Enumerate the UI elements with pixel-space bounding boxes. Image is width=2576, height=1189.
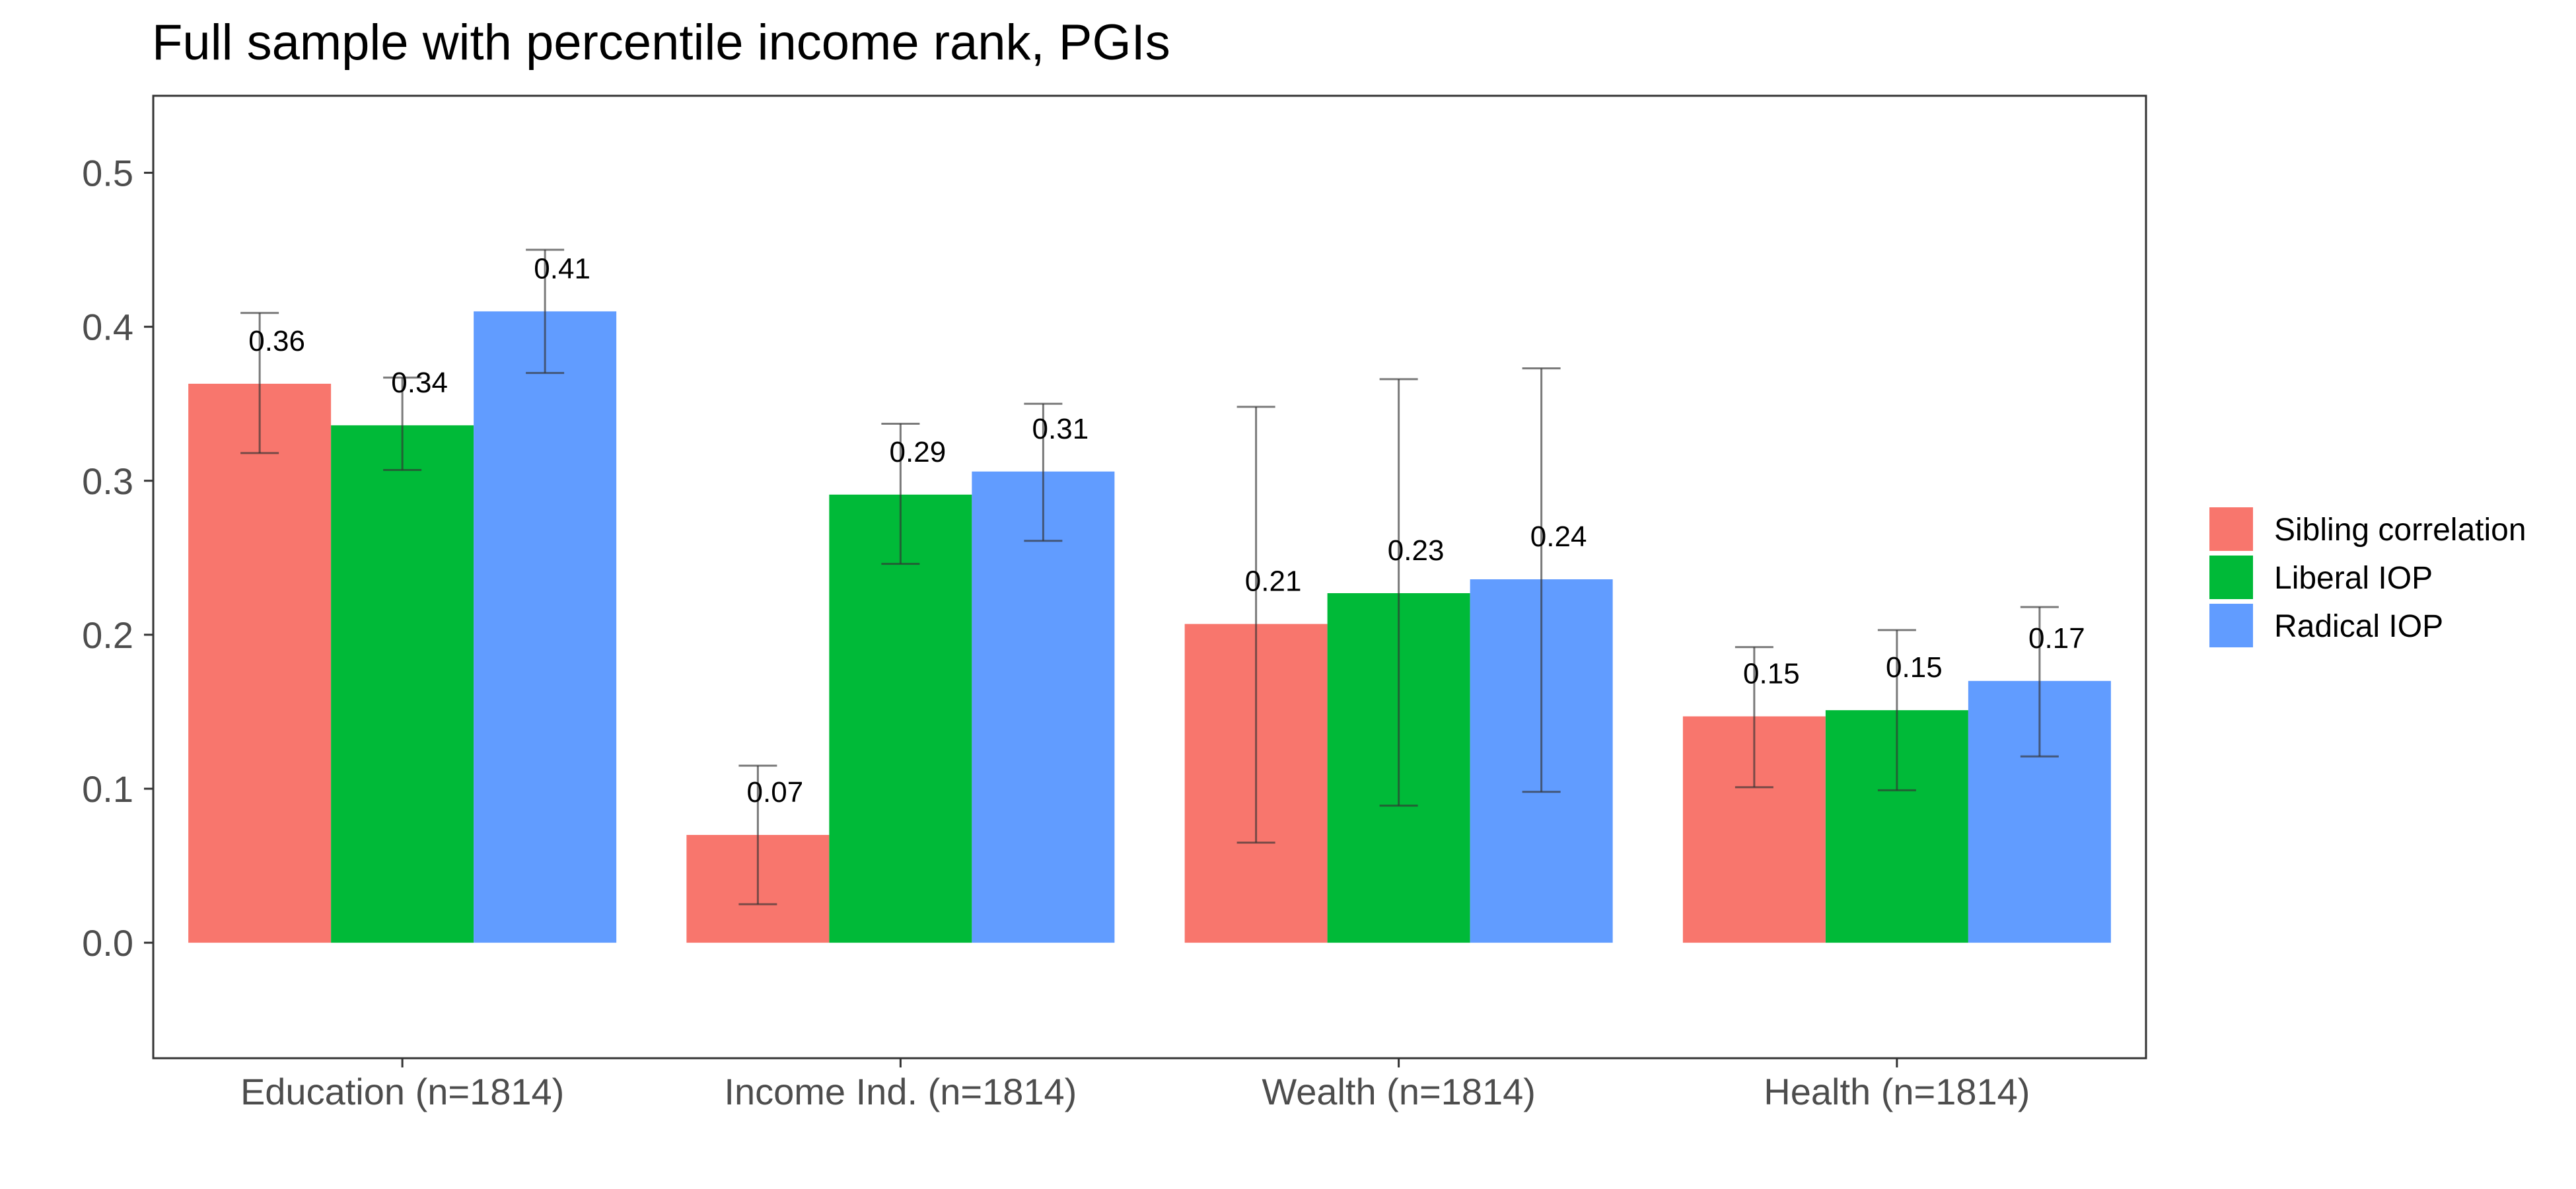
legend: Sibling correlation Liberal IOP Radical IO… bbox=[2209, 507, 2526, 647]
error-bar bbox=[1379, 378, 1418, 807]
data-label: 0.21 bbox=[1245, 565, 1302, 598]
y-tick-label: 0.1 bbox=[82, 768, 133, 810]
error-bar bbox=[526, 248, 565, 375]
x-tick-label: Health (n=1814) bbox=[1764, 1071, 2030, 1112]
bar bbox=[188, 383, 332, 943]
y-tick-label: 0.4 bbox=[82, 306, 133, 348]
data-label: 0.07 bbox=[747, 776, 804, 809]
y-tick-label: 0.0 bbox=[82, 922, 133, 964]
data-label: 0.34 bbox=[391, 367, 448, 399]
error-bar bbox=[2020, 606, 2059, 758]
data-label: 0.23 bbox=[1388, 534, 1445, 567]
legend-swatch bbox=[2209, 604, 2253, 647]
error-bar bbox=[1735, 646, 1773, 789]
x-tick-label: Income Ind. (n=1814) bbox=[724, 1071, 1077, 1112]
data-label: 0.31 bbox=[1032, 413, 1089, 445]
y-axis: 0.0 0.1 0.2 0.3 0.4 0.5 bbox=[82, 153, 153, 964]
x-tick-label: Education (n=1814) bbox=[240, 1071, 564, 1112]
legend-label: Liberal IOP bbox=[2274, 561, 2433, 596]
legend-swatch bbox=[2209, 556, 2253, 599]
y-tick-label: 0.2 bbox=[82, 614, 133, 656]
data-label: 0.36 bbox=[248, 325, 305, 357]
bar bbox=[474, 311, 617, 943]
error-bar bbox=[240, 312, 279, 454]
data-label: 0.41 bbox=[534, 252, 590, 285]
error-bar bbox=[1522, 367, 1561, 793]
error-bar bbox=[1236, 406, 1275, 844]
bar bbox=[829, 494, 972, 943]
error-bar bbox=[1024, 402, 1063, 542]
y-tick-label: 0.3 bbox=[82, 460, 133, 502]
error-bar bbox=[383, 377, 422, 471]
legend-swatch bbox=[2209, 507, 2253, 551]
data-label: 0.24 bbox=[1530, 521, 1587, 553]
error-bars-layer bbox=[240, 248, 2059, 906]
bar bbox=[972, 471, 1115, 943]
y-tick-label: 0.5 bbox=[82, 153, 133, 194]
data-label: 0.29 bbox=[890, 436, 947, 468]
data-label: 0.15 bbox=[1743, 657, 1800, 690]
data-label: 0.15 bbox=[1886, 651, 1943, 684]
plot-panel bbox=[152, 94, 2147, 1060]
data-label: 0.17 bbox=[2028, 622, 2085, 655]
legend-item: Liberal IOP bbox=[2209, 556, 2433, 599]
legend-item: Radical IOP bbox=[2209, 604, 2443, 647]
legend-label: Sibling correlation bbox=[2274, 513, 2526, 548]
chart-title: Full sample with percentile income rank,… bbox=[152, 15, 1170, 71]
bar bbox=[331, 425, 474, 943]
x-axis: Education (n=1814) Income Ind. (n=1814) We… bbox=[240, 1058, 2030, 1112]
error-bar bbox=[738, 764, 777, 906]
x-tick-label: Wealth (n=1814) bbox=[1262, 1071, 1536, 1112]
legend-label: Radical IOP bbox=[2274, 609, 2443, 644]
legend-item: Sibling correlation bbox=[2209, 507, 2526, 551]
error-bar bbox=[1877, 629, 1916, 791]
error-bar bbox=[881, 423, 920, 565]
data-labels-layer: 0.36 0.34 0.41 0.07 0.29 0.31 0.21 0.23 0.24 0.15… bbox=[248, 252, 2085, 809]
